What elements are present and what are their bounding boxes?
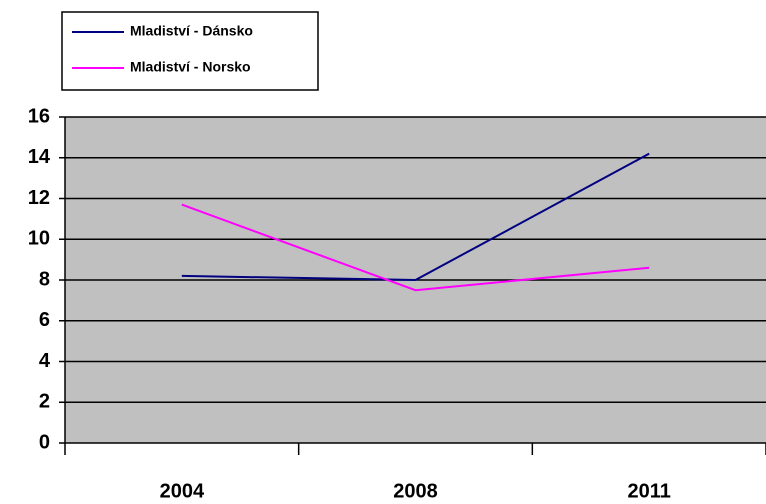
y-tick-label: 6 [39,309,50,331]
y-tick-label: 2 [39,391,50,413]
y-tick-label: 4 [39,350,51,372]
legend-box [61,11,319,91]
legend-label: Mladiství - Dánsko [130,23,253,39]
y-tick-label: 0 [39,431,50,453]
y-tick-label: 14 [28,146,51,168]
x-tick-label: 2011 [627,480,670,502]
y-tick-label: 12 [28,187,50,209]
x-tick-label: 2004 [160,480,205,502]
legend-label: Mladiství - Norsko [130,59,251,75]
y-tick-label: 8 [39,268,50,290]
x-tick-label: 2008 [393,480,438,502]
line-series [181,152,650,282]
y-tick-label: 10 [28,228,50,250]
y-tick-label: 16 [28,105,50,127]
line-series [181,203,650,292]
